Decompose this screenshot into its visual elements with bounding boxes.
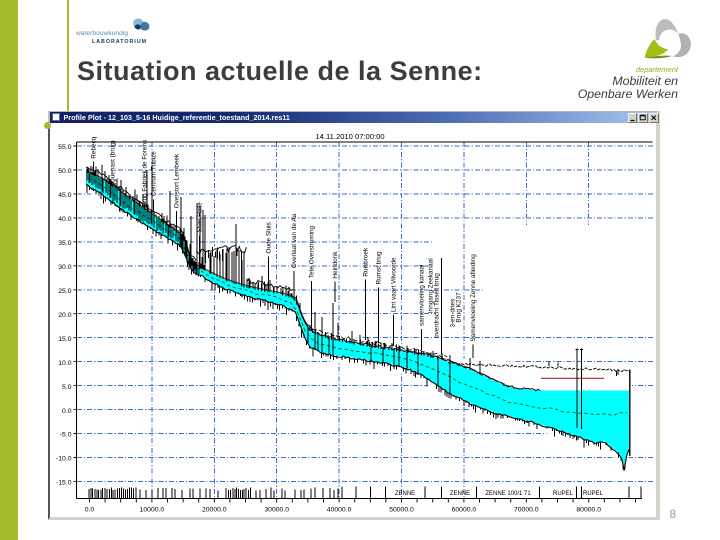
svg-text:35.0: 35.0 [58,240,71,247]
svg-text:40000.0: 40000.0 [327,507,352,514]
svg-text:Overlaat van de Aa: Overlaat van de Aa [291,213,298,268]
svg-text:80000.0: 80000.0 [576,507,601,514]
svg-text:Brug Fabriek de Forens: Brug Fabriek de Forens [142,140,149,207]
svg-text:20.0: 20.0 [58,312,71,319]
svg-text:ZENNE 100/1 71: ZENNE 100/1 71 [485,491,531,497]
svg-text:50000.0: 50000.0 [389,507,414,514]
svg-text:10000.0: 10000.0 [140,507,165,514]
svg-text:Rumst brug: Rumst brug [376,251,383,284]
svg-text:3-en-dries: 3-en-dries [450,299,457,328]
svg-text:samenvloeiing kanaal: samenvloeiing kanaal [419,265,426,326]
svg-text:10.0: 10.0 [58,360,71,367]
svg-text:50.0: 50.0 [58,168,71,175]
svg-text:55.0: 55.0 [58,144,71,151]
svg-text:Centrum Tubize: Centrum Tubize [151,151,158,197]
svg-text:30.0: 30.0 [58,264,71,271]
svg-text:Oude Sluis: Oude Sluis [266,222,273,253]
svg-text:40.0: 40.0 [58,216,71,223]
svg-text:5.0: 5.0 [62,384,72,391]
svg-text:0.0: 0.0 [85,507,95,514]
svg-text:15.0: 15.0 [58,336,71,343]
svg-text:Ruisbroek: Ruisbroek [363,247,370,277]
svg-text:Overstort Lembeek: Overstort Lembeek [174,153,181,208]
svg-text:70000.0: 70000.0 [514,507,539,514]
svg-text:overdracht Tisselt brug: overdracht Tisselt brug [434,273,441,338]
svg-text:60000.0: 60000.0 [452,507,477,514]
svg-text:Quenast (brug): Quenast (brug) [110,140,117,183]
svg-text:14.11.2010 07:00:00: 14.11.2010 07:00:00 [315,132,384,141]
svg-text:RUPEL: RUPEL [553,491,574,497]
svg-text:ZENNE: ZENNE [395,491,415,497]
svg-text:0.0: 0.0 [62,408,72,415]
svg-text:ZENNE: ZENNE [450,491,470,497]
svg-text:Samenvloeiing Zenne afleiding: Samenvloeiing Zenne afleiding [470,254,477,342]
svg-text:Brug K237: Brug K237 [456,292,463,323]
svg-text:Lint vaart Vilvoorde: Lint vaart Vilvoorde [391,257,398,312]
svg-text:Inngang Zeekanaal: Inngang Zeekanaal [428,258,435,313]
svg-text:30000.0: 30000.0 [264,507,289,514]
svg-text:20000.0: 20000.0 [202,507,227,514]
svg-text:45.0: 45.0 [58,192,71,199]
svg-text:Tete Overstroming: Tete Overstroming [309,225,316,278]
svg-text:RUPEL: RUPEL [583,491,604,497]
svg-text:-15.0: -15.0 [56,480,72,487]
svg-text:25.0: 25.0 [58,288,71,295]
svg-text:-10.0: -10.0 [56,456,72,463]
svg-text:Rebecq: Rebecq [91,136,98,158]
svg-text:Heindonk: Heindonk [332,251,339,279]
svg-text:-5.0: -5.0 [60,432,72,439]
svg-text:Sluis Halle: Sluis Halle [197,202,204,233]
